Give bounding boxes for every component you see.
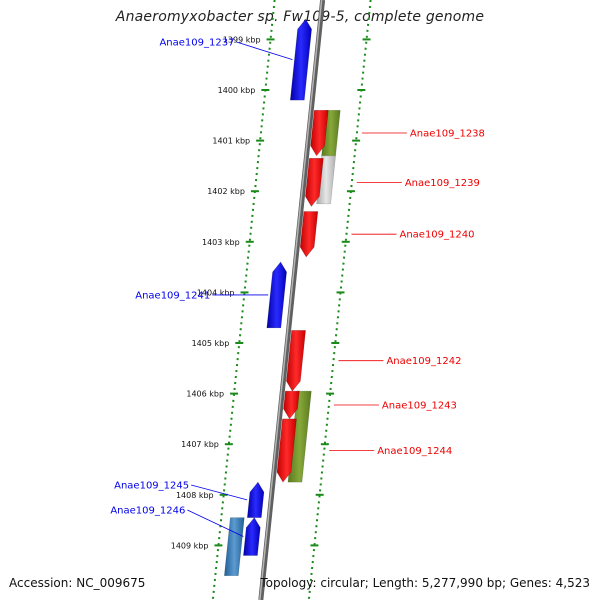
genome-title: Anaeromyxobacter sp. Fw109-5, complete g… <box>115 9 485 25</box>
gene-arrow-anae109-1245[interactable] <box>246 481 265 518</box>
gene-arrow-anae109-1241[interactable] <box>266 261 287 329</box>
gene-arrow-anae109-1242[interactable] <box>286 330 306 392</box>
gene-leader-line <box>191 484 248 501</box>
gene-label[interactable]: Anae109_1246 <box>110 506 185 517</box>
gene-arrow-anae109-1237[interactable] <box>289 18 312 101</box>
tick-label: 1399 kbp <box>223 35 261 44</box>
ruler-track-outer <box>307 0 372 600</box>
tick-label: 1400 kbp <box>218 86 256 95</box>
tick-label: 1401 kbp <box>212 137 250 146</box>
gene-arrow-anae109-1244[interactable] <box>276 418 297 483</box>
gene-arrow-anae109-1246[interactable] <box>243 517 261 556</box>
gene-label[interactable]: Anae109_1245 <box>114 481 189 492</box>
tick-label: 1406 kbp <box>186 390 224 399</box>
gene-label[interactable]: Anae109_1240 <box>399 230 474 241</box>
ruler-track-inner <box>211 0 276 600</box>
gene-arrow-anae109-1238[interactable] <box>310 109 329 157</box>
tick-label: 1403 kbp <box>202 238 240 247</box>
gene-label[interactable]: Anae109_1243 <box>382 400 457 411</box>
genome-backbone-highlight <box>259 0 323 600</box>
tick-label: 1402 kbp <box>207 187 245 196</box>
tick-label: 1409 kbp <box>171 541 209 550</box>
gene-label[interactable]: Anae109_1238 <box>410 129 485 140</box>
gene-leader-line <box>187 509 244 537</box>
gene-label[interactable]: Anae109_1239 <box>405 178 480 189</box>
gene-label[interactable]: Anae109_1244 <box>377 446 452 457</box>
gene-arrow-anae109-1240[interactable] <box>299 211 319 258</box>
tick-label: 1408 kbp <box>176 491 214 500</box>
tick-label: 1404 kbp <box>197 288 235 297</box>
accession-text: Accession: NC_009675 <box>9 576 146 590</box>
gene-leader-line <box>236 41 293 61</box>
tick-label: 1405 kbp <box>192 339 230 348</box>
gene-label[interactable]: Anae109_1237 <box>159 38 234 49</box>
genome-summary-text: Topology: circular; Length: 5,277,990 bp… <box>260 576 590 590</box>
cds-feature-steelblue[interactable] <box>223 517 245 577</box>
gene-arrow-anae109-1239[interactable] <box>305 158 324 207</box>
gene-label[interactable]: Anae109_1241 <box>135 290 210 301</box>
tick-label: 1407 kbp <box>181 440 219 449</box>
gene-arrow-anae109-1243[interactable] <box>283 390 300 420</box>
gene-label[interactable]: Anae109_1242 <box>386 356 461 367</box>
genome-backbone <box>258 0 326 600</box>
